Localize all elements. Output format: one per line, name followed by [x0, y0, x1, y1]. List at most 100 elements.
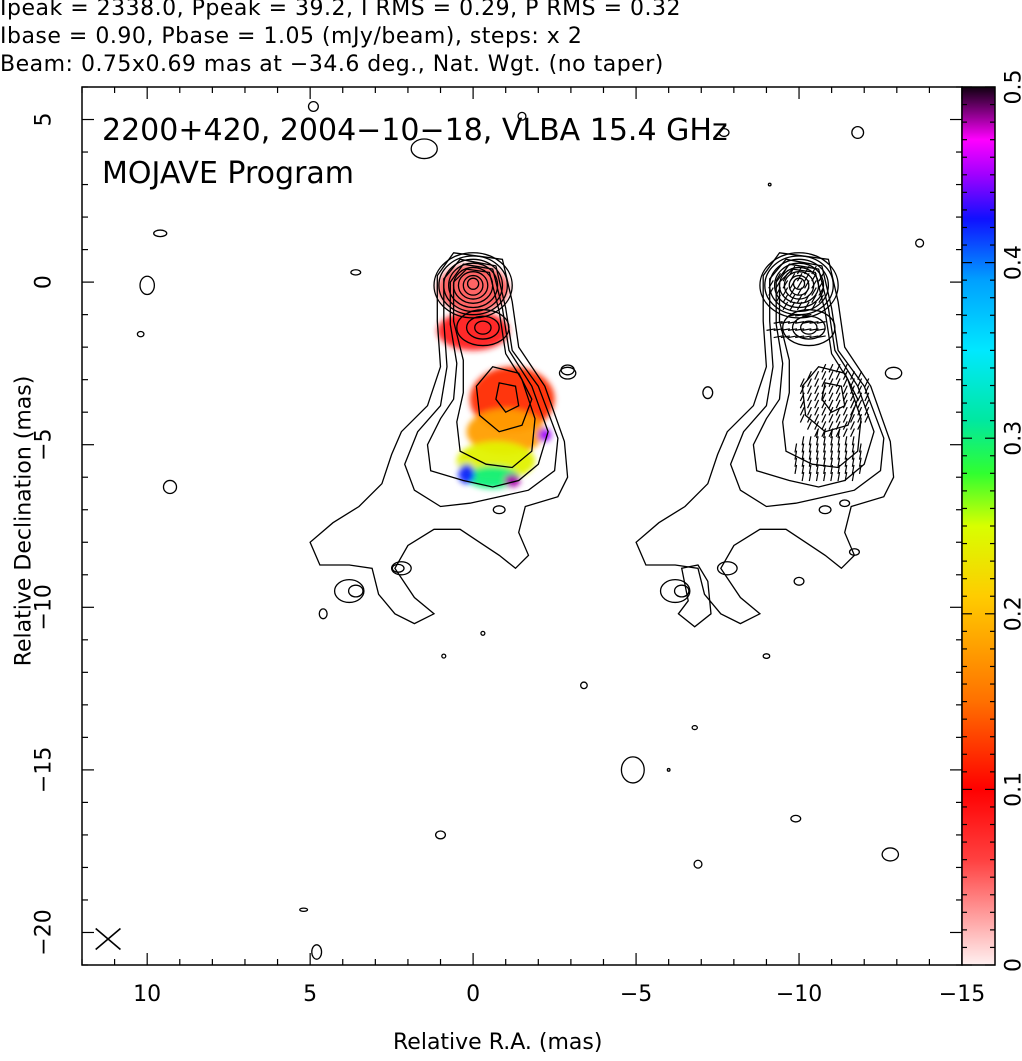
evpa-stick [857, 421, 863, 430]
evpa-stick [766, 328, 776, 331]
plot-frame [81, 86, 963, 966]
evpa-stick [787, 321, 798, 324]
y-tick-label: −10 [32, 584, 57, 630]
contour-noise [318, 608, 328, 620]
evpa-stick [804, 294, 810, 303]
evpa-stick [858, 450, 862, 460]
evpa-stick [830, 443, 834, 453]
evpa-stick [857, 392, 863, 402]
contour-island [347, 584, 364, 598]
evpa-stick [864, 392, 870, 402]
evpa-stick [806, 392, 812, 402]
contour-island [673, 584, 690, 598]
evpa-stick [816, 321, 826, 324]
evpa-stick [801, 443, 805, 453]
contour-noise [881, 847, 900, 862]
evpa-stick [837, 464, 841, 475]
evpa-stick [842, 378, 848, 387]
evpa-stick [816, 328, 826, 331]
evpa-stick [799, 378, 805, 387]
evpa-stick [842, 413, 848, 423]
evpa-stick [850, 428, 855, 438]
contour-island [818, 505, 832, 515]
evpa-stick [835, 371, 841, 380]
evpa-stick [814, 378, 820, 387]
evpa-stick [811, 294, 817, 303]
evpa-stick [835, 421, 841, 430]
evpa-stick [815, 471, 819, 482]
evpa-stick [814, 385, 820, 395]
evpa-stick [794, 450, 798, 460]
contour-knot [782, 309, 836, 347]
header-line-2: Ibase = 0.90, Pbase = 1.05 (mJy/beam), s… [0, 24, 583, 49]
evpa-stick [864, 385, 870, 395]
beam-marker [95, 927, 121, 951]
x-tick-label: −5 [620, 982, 652, 1007]
evpa-stick [842, 406, 848, 416]
contour-island [716, 561, 738, 576]
evpa-stick [804, 272, 810, 282]
contour-noise [410, 138, 438, 160]
evpa-stick [789, 301, 796, 311]
evpa-stick [837, 457, 841, 467]
evpa-stick [811, 301, 817, 311]
evpa-stick [773, 335, 783, 339]
contour-noise [517, 111, 527, 121]
evpa-stick [835, 406, 841, 416]
evpa-stick [823, 471, 826, 482]
evpa-stick [801, 464, 805, 475]
evpa-stick [773, 328, 783, 331]
evpa-stick [828, 421, 834, 430]
evpa-stick [801, 450, 805, 460]
contour-noise [839, 499, 851, 508]
evpa-stick [844, 450, 848, 460]
evpa-stick [858, 464, 862, 475]
evpa-stick [789, 280, 796, 289]
evpa-stick [850, 392, 855, 402]
contour-noise [691, 725, 698, 731]
evpa-stick [844, 457, 848, 467]
contour-noise [693, 859, 703, 869]
contour-inner [495, 382, 520, 414]
evpa-stick [850, 371, 855, 380]
evpa-stick [789, 272, 796, 282]
contour-noise [915, 238, 925, 248]
evpa-stick [789, 294, 796, 303]
evpa-stick [835, 385, 841, 395]
evpa-stick [795, 321, 805, 324]
contour-noise [848, 548, 860, 556]
evpa-stick [828, 406, 834, 416]
contour-core [792, 277, 806, 290]
evpa-stick [830, 436, 834, 446]
evpa-stick [851, 450, 855, 460]
evpa-stick [799, 406, 805, 416]
evpa-stick [796, 301, 803, 311]
evpa-stick [808, 457, 812, 467]
contour-level [452, 268, 536, 469]
contour-island [492, 505, 506, 515]
evpa-stick [809, 321, 819, 324]
evpa-stick [806, 406, 812, 416]
evpa-stick [835, 392, 841, 402]
evpa-stick [851, 443, 855, 453]
evpa-stick [811, 265, 817, 275]
contour-layer [136, 100, 925, 960]
evpa-stick [782, 265, 789, 275]
contour-level [729, 258, 885, 508]
contour-noise [560, 364, 575, 376]
colorbar-tick-label: 0.3 [1002, 421, 1022, 456]
evpa-stick [821, 413, 827, 423]
evpa-stick [815, 429, 819, 439]
contour-noise [350, 269, 362, 276]
evpa-stick [818, 294, 825, 303]
colorbar-tick-label: 0.4 [1002, 245, 1022, 280]
contour-noise [307, 100, 319, 113]
evpa-stick [844, 443, 848, 453]
contour-noise [162, 479, 178, 495]
contour-noise [391, 563, 405, 573]
evpa-stick [806, 385, 812, 395]
evpa-stick [830, 471, 834, 482]
evpa-stick [795, 313, 805, 317]
evpa-stick [858, 443, 862, 453]
evpa-stick [823, 436, 826, 446]
